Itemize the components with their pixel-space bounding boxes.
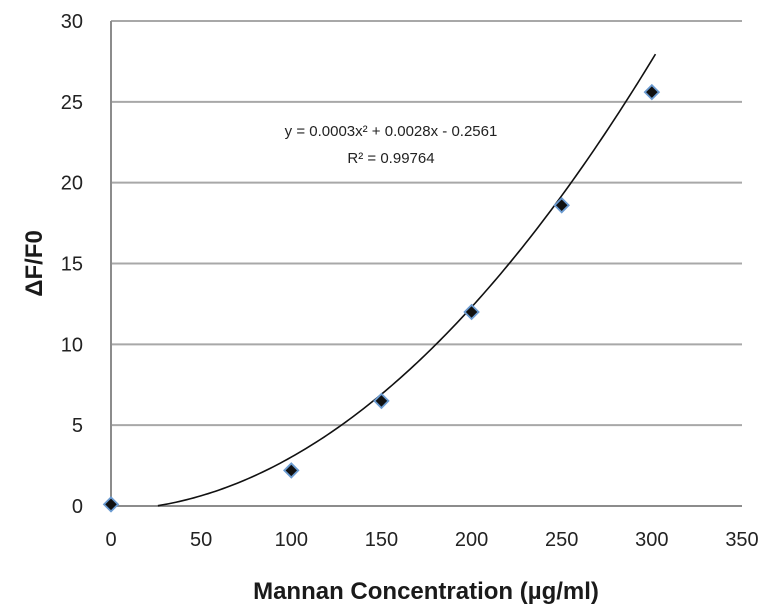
y-tick-label: 5 (72, 415, 83, 437)
x-tick-label: 250 (545, 529, 578, 551)
x-tick-label: 50 (190, 529, 212, 551)
y-tick-label: 10 (61, 334, 83, 356)
data-point (643, 83, 661, 101)
y-axis-title: ΔF/F0 (21, 230, 48, 297)
data-point (553, 197, 570, 214)
y-tick-label: 0 (72, 496, 83, 518)
gridlines (111, 20, 742, 427)
trendline-equation: y = 0.0003x² + 0.0028x - 0.2561 (285, 123, 498, 140)
x-tick-label: 200 (455, 529, 488, 551)
y-tick-label: 20 (61, 173, 83, 195)
y-tick-label: 30 (61, 11, 83, 33)
x-tick-label: 300 (635, 529, 668, 551)
data-point (373, 392, 390, 410)
x-axis-title: Mannan Concentration (µg/ml) (253, 578, 599, 605)
data-point (102, 496, 120, 513)
x-tick-label: 350 (725, 529, 758, 551)
x-tick-label: 100 (275, 529, 308, 551)
x-tick-label: 150 (365, 529, 398, 551)
data-point (283, 462, 300, 479)
y-tick-label: 25 (61, 92, 83, 114)
x-tick-label: 0 (105, 529, 116, 551)
trendline-curve (157, 53, 657, 507)
data-point (463, 303, 480, 321)
data-points (102, 83, 661, 513)
r-squared-label: R² = 0.99764 (347, 150, 434, 167)
y-tick-label: 15 (61, 254, 83, 276)
